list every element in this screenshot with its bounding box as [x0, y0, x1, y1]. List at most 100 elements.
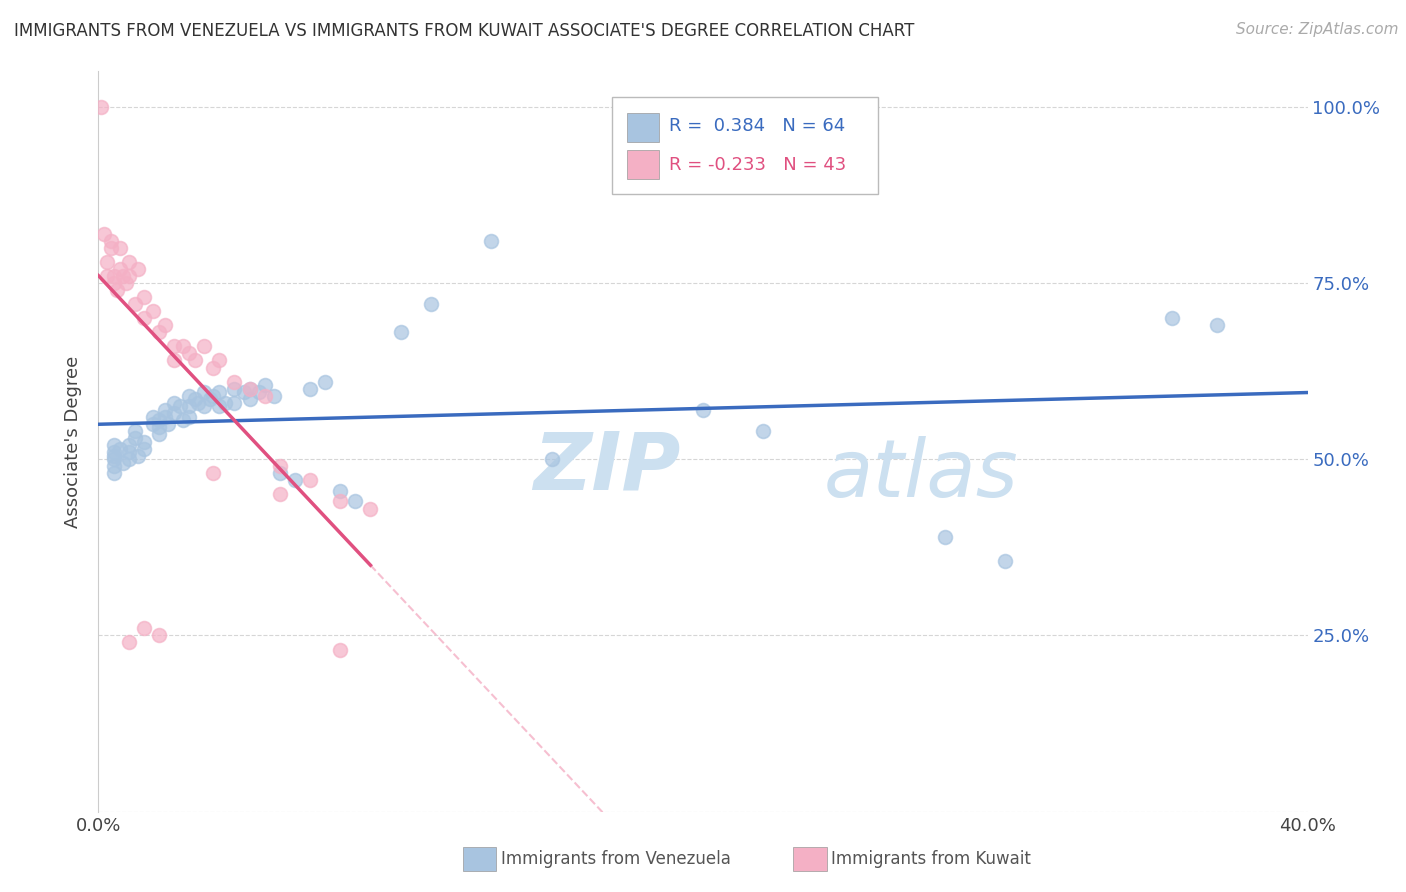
- Point: [269, 467, 291, 481]
- Point: [118, 268, 141, 283]
- Point: [224, 396, 246, 410]
- Point: [239, 392, 262, 407]
- Point: [118, 452, 141, 467]
- Point: [239, 382, 262, 396]
- Text: Immigrants from Venezuela: Immigrants from Venezuela: [501, 850, 730, 868]
- Point: [193, 399, 215, 413]
- Point: [202, 467, 225, 481]
- Point: [169, 399, 191, 413]
- Text: ZIP: ZIP: [533, 428, 681, 507]
- Point: [329, 483, 352, 498]
- FancyBboxPatch shape: [627, 150, 659, 179]
- Y-axis label: Associate's Degree: Associate's Degree: [65, 355, 83, 528]
- Point: [232, 385, 254, 400]
- Point: [127, 449, 149, 463]
- Point: [299, 382, 322, 396]
- Point: [103, 459, 125, 474]
- Point: [132, 311, 155, 326]
- Point: [103, 276, 125, 290]
- Point: [200, 392, 222, 407]
- Point: [202, 360, 225, 375]
- Text: Immigrants from Kuwait: Immigrants from Kuwait: [831, 850, 1031, 868]
- Point: [148, 325, 170, 339]
- Point: [148, 413, 170, 427]
- FancyBboxPatch shape: [613, 97, 879, 194]
- Point: [100, 234, 122, 248]
- Point: [124, 431, 146, 445]
- Point: [208, 399, 231, 413]
- Point: [193, 339, 215, 353]
- Point: [389, 325, 412, 339]
- Point: [142, 417, 165, 431]
- Point: [329, 642, 352, 657]
- Point: [111, 456, 134, 470]
- Point: [124, 424, 146, 438]
- Point: [153, 402, 176, 417]
- Point: [132, 442, 155, 456]
- Point: [172, 413, 194, 427]
- Point: [184, 353, 207, 368]
- Text: R = -0.233   N = 43: R = -0.233 N = 43: [669, 155, 846, 174]
- Point: [93, 227, 115, 241]
- Point: [692, 402, 714, 417]
- Point: [172, 339, 194, 353]
- Point: [179, 409, 201, 424]
- Point: [179, 346, 201, 360]
- Point: [163, 339, 186, 353]
- Point: [108, 261, 131, 276]
- Text: Source: ZipAtlas.com: Source: ZipAtlas.com: [1236, 22, 1399, 37]
- Point: [111, 268, 134, 283]
- Point: [247, 385, 270, 400]
- Point: [239, 382, 262, 396]
- Point: [163, 353, 186, 368]
- Point: [96, 268, 118, 283]
- Point: [153, 318, 176, 333]
- Point: [224, 375, 246, 389]
- Point: [156, 417, 179, 431]
- Point: [118, 445, 141, 459]
- Point: [934, 530, 956, 544]
- FancyBboxPatch shape: [627, 112, 659, 143]
- Point: [299, 473, 322, 487]
- Point: [105, 283, 128, 297]
- Point: [142, 304, 165, 318]
- Text: atlas: atlas: [824, 436, 1019, 514]
- Point: [263, 389, 285, 403]
- Point: [132, 434, 155, 449]
- Point: [269, 487, 291, 501]
- Text: R =  0.384   N = 64: R = 0.384 N = 64: [669, 117, 845, 136]
- Point: [124, 297, 146, 311]
- Point: [1206, 318, 1229, 333]
- Point: [163, 396, 186, 410]
- Point: [1160, 311, 1182, 326]
- Point: [208, 385, 231, 400]
- Point: [153, 409, 176, 424]
- Point: [214, 396, 236, 410]
- Point: [752, 424, 775, 438]
- Point: [253, 378, 276, 392]
- Point: [184, 392, 207, 407]
- Point: [269, 459, 291, 474]
- Point: [202, 389, 225, 403]
- Point: [108, 442, 131, 456]
- Point: [118, 635, 141, 649]
- Point: [253, 389, 276, 403]
- Point: [103, 449, 125, 463]
- Point: [103, 438, 125, 452]
- Point: [314, 375, 336, 389]
- Point: [540, 452, 562, 467]
- Point: [127, 261, 149, 276]
- Point: [163, 406, 186, 420]
- Point: [344, 494, 367, 508]
- Point: [142, 409, 165, 424]
- Point: [103, 268, 125, 283]
- Point: [187, 396, 209, 410]
- Point: [90, 100, 112, 114]
- Point: [224, 382, 246, 396]
- Point: [179, 389, 201, 403]
- Point: [179, 399, 201, 413]
- Point: [103, 445, 125, 459]
- Point: [420, 297, 443, 311]
- Point: [108, 241, 131, 255]
- Point: [132, 621, 155, 635]
